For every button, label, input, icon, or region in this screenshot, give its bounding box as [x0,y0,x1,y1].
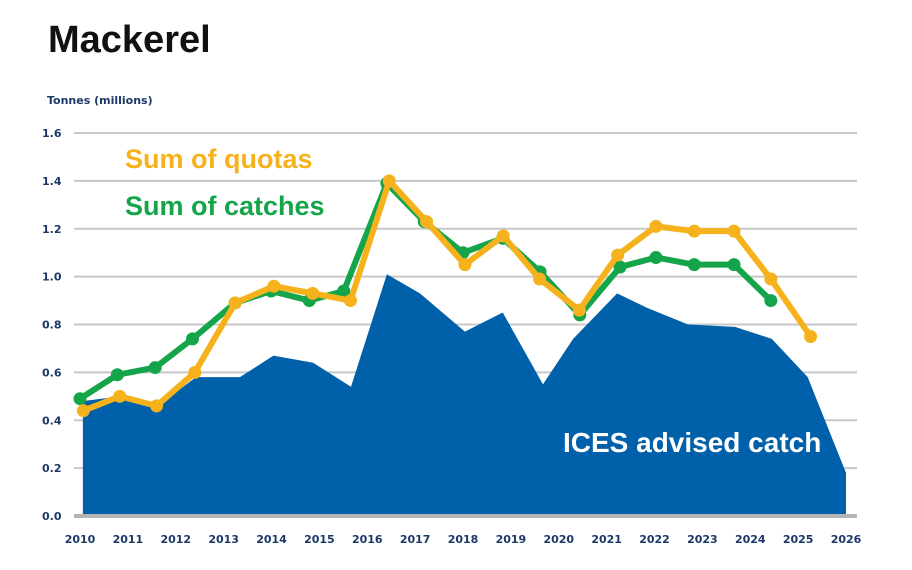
y-tick-label: 1.4 [42,175,62,188]
y-tick-label: 0.2 [42,462,62,475]
catches-point [110,368,124,382]
legend-quotas: Sum of quotas [125,144,313,174]
y-tick-labels: 0.0 0.2 0.4 0.6 0.8 1.0 1.2 1.4 1.6 [42,127,62,523]
x-tick-label: 2018 [448,533,479,546]
y-tick-label: 1.2 [42,223,62,236]
quotas-point [382,174,396,188]
y-tick-label: 0.0 [42,510,62,523]
y-tick-label: 0.4 [42,414,62,427]
y-axis-label: Tonnes (millions) [47,94,153,107]
x-tick-label: 2011 [113,533,144,546]
x-tick-label: 2019 [496,533,527,546]
x-tick-label: 2022 [639,533,670,546]
quotas-point [687,224,701,238]
catches-point [649,250,663,264]
quotas-point [496,229,510,243]
x-tick-label: 2026 [831,533,862,546]
y-tick-label: 1.6 [42,127,62,140]
catches-point [186,332,200,346]
x-tick-label: 2021 [591,533,622,546]
x-tick-label: 2017 [400,533,431,546]
quotas-point [649,219,663,233]
x-tick-label: 2023 [687,533,718,546]
chart-title: Mackerel [48,19,211,61]
x-tick-label: 2013 [208,533,239,546]
x-tick-label: 2012 [160,533,191,546]
catches-point [687,258,701,272]
advice-area-layer [82,274,846,516]
quotas-point [113,389,127,403]
quotas-point [76,404,90,418]
quotas-point [420,215,434,229]
quotas-point [343,294,357,308]
legend-catches: Sum of catches [125,191,325,221]
catches-point [337,284,351,298]
y-tick-label: 1.0 [42,271,62,284]
x-tick-label: 2024 [735,533,766,546]
quotas-point [727,224,741,238]
quotas-point [764,272,778,286]
area-label-advice: ICES advised catch [563,427,821,458]
quotas-point [458,258,472,272]
quotas-point [228,296,242,310]
quotas-point [572,303,586,317]
quotas-point [804,329,818,343]
quotas-point [306,286,320,300]
catches-point [764,294,778,308]
x-tick-label: 2015 [304,533,335,546]
quotas-point [533,272,547,286]
y-tick-label: 0.6 [42,366,62,379]
x-tick-label: 2016 [352,533,383,546]
advice-area [82,274,846,516]
x-tick-label: 2020 [543,533,574,546]
catches-point [73,392,87,406]
catches-point [727,258,741,272]
x-tick-label: 2025 [783,533,814,546]
quotas-point [267,279,281,293]
catches-point [613,260,627,274]
catches-point [148,361,162,375]
x-tick-label: 2010 [65,533,96,546]
quotas-point [188,365,202,379]
quotas-point [611,248,625,262]
y-tick-label: 0.8 [42,319,62,332]
series-lines [73,174,818,418]
x-tick-labels: 2010 2011 2012 2013 2014 2015 2016 2017 2018 2019… [65,533,862,546]
x-tick-label: 2014 [256,533,287,546]
quotas-point [150,399,164,413]
